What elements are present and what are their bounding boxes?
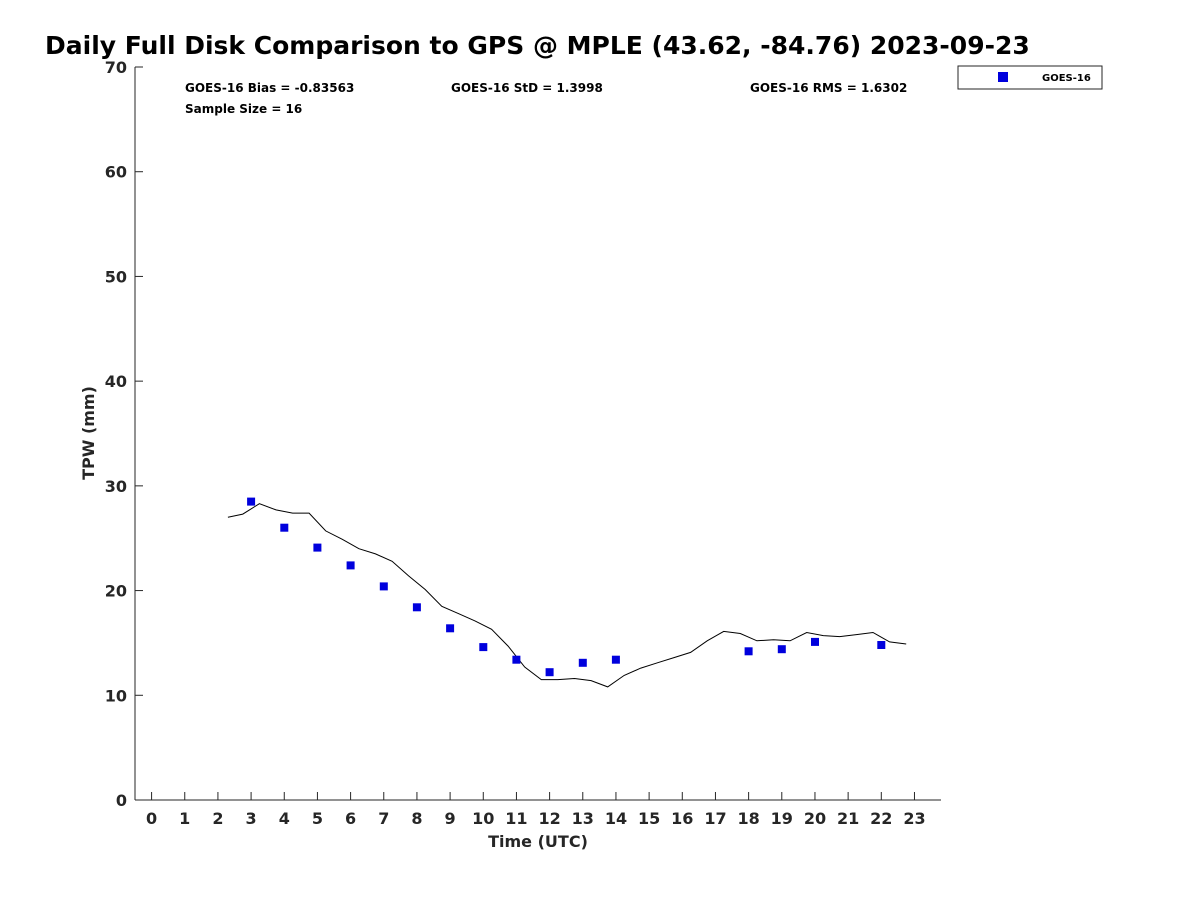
y-tick-label: 70 [105, 58, 127, 77]
goes16-point [247, 497, 256, 506]
stat-rms: GOES-16 RMS = 1.6302 [750, 81, 907, 95]
y-tick-label: 0 [116, 791, 127, 810]
x-tick-label: 14 [605, 809, 627, 828]
chart-title: Daily Full Disk Comparison to GPS @ MPLE… [45, 31, 1030, 60]
legend-marker-goes16 [998, 72, 1008, 82]
goes16-point [346, 561, 355, 570]
stat-std: GOES-16 StD = 1.3998 [451, 81, 603, 95]
goes16-series [247, 497, 886, 677]
goes16-point [379, 582, 388, 591]
x-tick-label: 0 [146, 809, 157, 828]
x-tick-label: 8 [411, 809, 422, 828]
x-tick-label: 18 [737, 809, 759, 828]
y-tick-label: 50 [105, 267, 127, 286]
x-tick-label: 17 [704, 809, 726, 828]
gps-line [227, 503, 907, 688]
x-tick-label: 20 [804, 809, 826, 828]
legend-label-goes16: GOES-16 [1042, 73, 1091, 84]
x-tick-label: 21 [837, 809, 859, 828]
x-tick-label: 19 [771, 809, 793, 828]
stat-sample-size: Sample Size = 16 [185, 102, 302, 116]
x-tick-label: 23 [903, 809, 925, 828]
x-tick-label: 2 [212, 809, 223, 828]
goes16-point [744, 647, 753, 656]
x-tick-label: 5 [312, 809, 323, 828]
x-tick-label: 22 [870, 809, 892, 828]
y-tick-label: 60 [105, 163, 127, 182]
goes16-point [512, 655, 521, 664]
stat-bias: GOES-16 Bias = -0.83563 [185, 81, 354, 95]
x-tick-label: 9 [445, 809, 456, 828]
legend: GOES-16 [957, 65, 1103, 90]
goes16-point [811, 637, 819, 646]
x-tick-label: 13 [572, 809, 594, 828]
x-axis-label: Time (UTC) [488, 832, 588, 851]
legend-box [957, 65, 1103, 90]
x-tick-label: 4 [279, 809, 290, 828]
y-tick-label: 30 [105, 477, 127, 496]
goes16-point [313, 543, 322, 552]
goes16-point [412, 603, 421, 612]
goes16-point [611, 655, 620, 664]
x-tick-label: 3 [246, 809, 257, 828]
y-tick-label: 40 [105, 372, 127, 391]
x-tick-label: 16 [671, 809, 693, 828]
goes16-point [877, 641, 886, 649]
axes [134, 67, 941, 801]
x-tick-label: 7 [378, 809, 389, 828]
goes16-point [446, 624, 455, 633]
goes16-point [777, 645, 786, 654]
goes16-point [545, 668, 554, 677]
goes16-point [578, 658, 587, 667]
goes16-point [280, 523, 289, 532]
goes16-point [479, 643, 488, 652]
y-tick-label: 20 [105, 582, 127, 601]
y-axis-label: TPW (mm) [79, 386, 98, 480]
x-tick-label: 1 [179, 809, 190, 828]
x-tick-label: 15 [638, 809, 660, 828]
y-axis-ticks: 0 10 20 30 40 50 60 70 [105, 58, 143, 810]
y-tick-label: 10 [105, 686, 127, 705]
x-tick-label: 10 [472, 809, 494, 828]
x-tick-label: 12 [538, 809, 560, 828]
gps-series [227, 503, 907, 688]
x-tick-label: 6 [345, 809, 356, 828]
x-axis-ticks: 0 1 2 3 4 5 6 7 8 9 10 11 12 13 14 15 16 17 18 19 20 21 22 23 [146, 792, 926, 828]
x-tick-label: 11 [505, 809, 527, 828]
